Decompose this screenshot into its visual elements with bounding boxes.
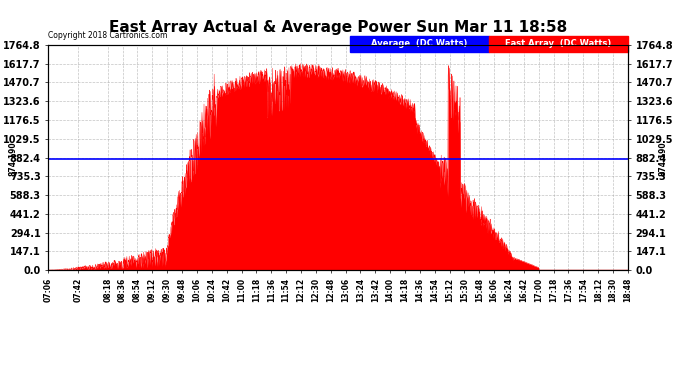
Text: Copyright 2018 Cartronics.com: Copyright 2018 Cartronics.com xyxy=(48,32,168,40)
Text: 874.190: 874.190 xyxy=(658,141,667,176)
Text: 874.190: 874.190 xyxy=(9,141,18,176)
Title: East Array Actual & Average Power Sun Mar 11 18:58: East Array Actual & Average Power Sun Ma… xyxy=(109,20,567,35)
